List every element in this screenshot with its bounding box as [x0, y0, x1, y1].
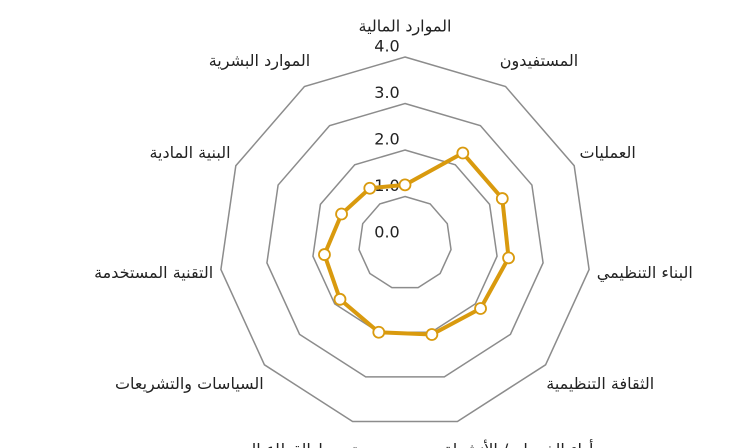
category-label: العمليات [579, 143, 635, 162]
data-point [372, 325, 386, 339]
category-label: البناء التنظيمي [597, 263, 693, 283]
grid-ring [220, 56, 590, 423]
data-point [318, 248, 331, 261]
data-point [333, 292, 347, 306]
data-point [363, 181, 377, 195]
category-label: التقنية المستخدمة [94, 263, 213, 282]
category-label: الموارد البشرية [209, 51, 311, 71]
data-point [398, 178, 412, 192]
category-label: أداء الخدمات/ الأنشطة [444, 439, 594, 448]
category-label: الموارد المالية [359, 17, 452, 37]
data-point [456, 146, 470, 160]
category-label: الثقافة التنظيمية [546, 374, 654, 393]
data-point [474, 302, 487, 315]
r-tick-label: 4.0 [374, 37, 399, 56]
r-tick-label: 3.0 [374, 83, 399, 102]
grid-ring [358, 195, 452, 289]
data-point [335, 207, 348, 221]
category-label: البنية المادية [149, 143, 230, 162]
category-label: متوسط القطاع الصحي [214, 440, 366, 448]
category-label: السياسات والتشريعات [115, 374, 264, 394]
r-tick-label: 0.0 [374, 223, 399, 242]
data-point [495, 192, 509, 205]
r-tick-label: 2.0 [374, 130, 399, 149]
grid-ring [266, 102, 544, 378]
category-label: المستفيدون [500, 51, 578, 71]
data-point [425, 328, 439, 341]
data-point [502, 251, 515, 265]
